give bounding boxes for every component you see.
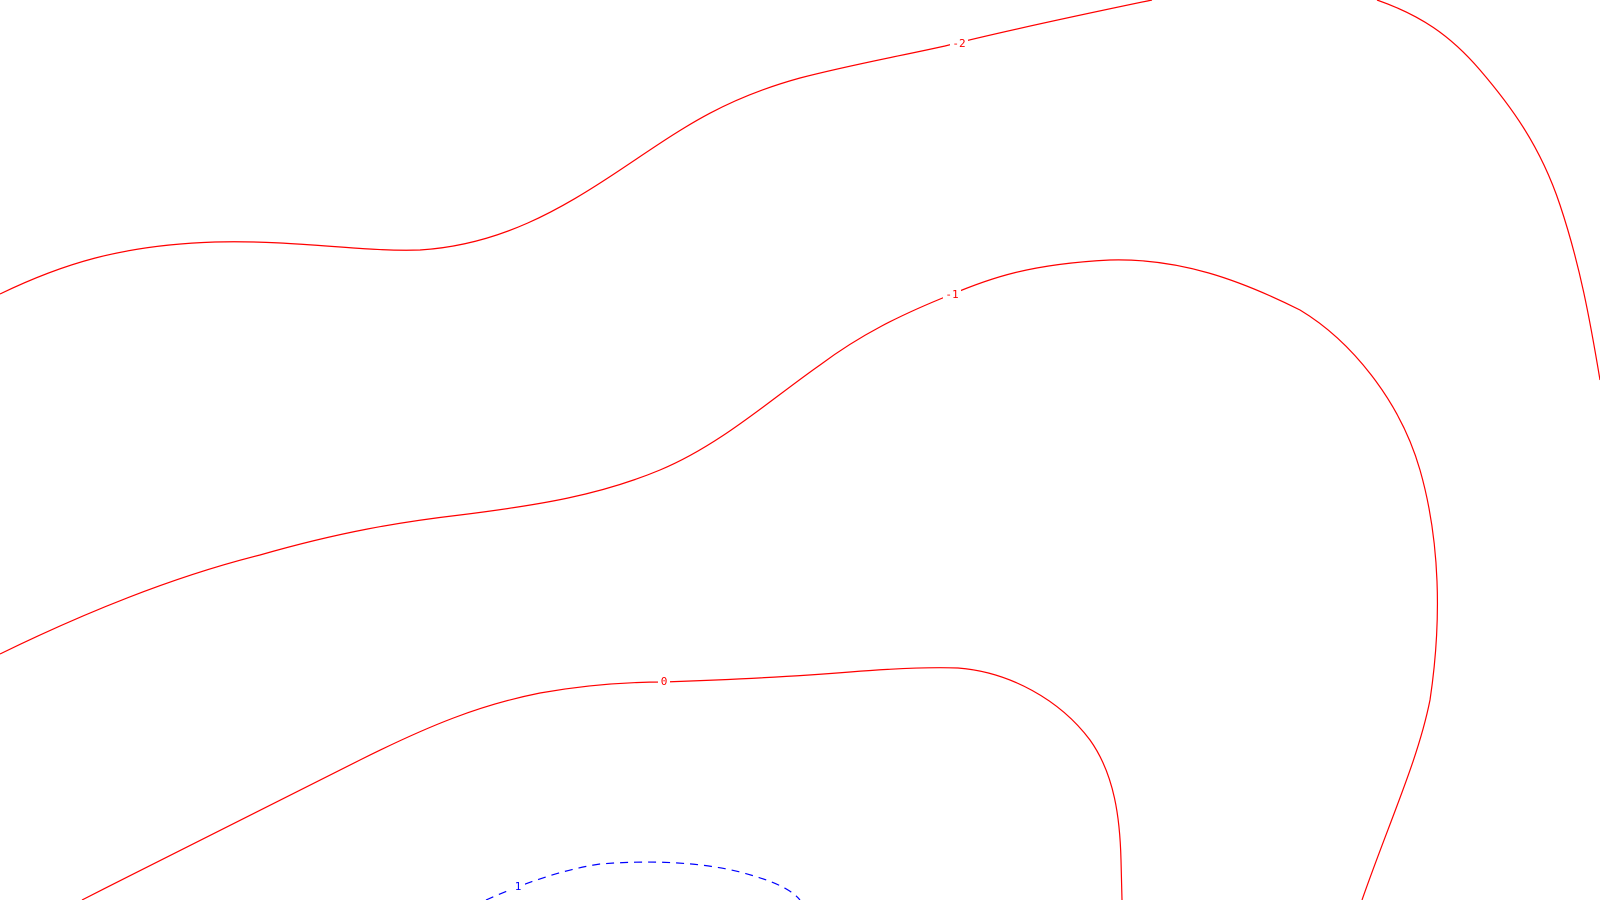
contour-label-minus1: -1	[945, 288, 958, 301]
contour-label-blue: 1	[515, 880, 522, 893]
contour-line-blue	[485, 861, 801, 900]
contour-line-minus2	[0, 0, 1153, 295]
contour-label-bg-blue	[511, 880, 525, 894]
contour-line-zero	[81, 667, 1123, 900]
contour-line-minus1	[0, 259, 1438, 900]
contour-label-bg-minus2	[950, 37, 968, 51]
contour-label-bg-zero	[658, 675, 670, 689]
contour-line-right	[1376, 0, 1600, 381]
contour-label-bg-minus1	[943, 289, 961, 303]
contour-label-zero: 0	[661, 675, 668, 688]
contour-label-minus2: -2	[952, 37, 965, 50]
